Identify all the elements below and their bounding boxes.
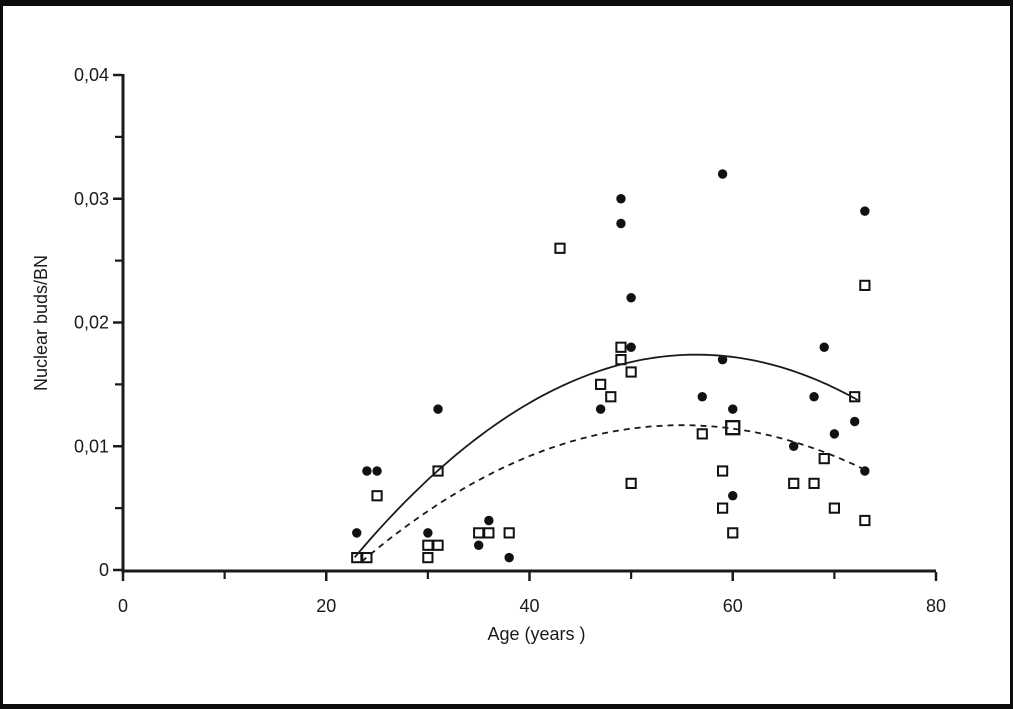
x-axis-tick-label: 20 (316, 596, 336, 616)
data-point-open-square (483, 527, 495, 539)
data-point-filled-circle (697, 392, 707, 402)
data-point-open-square (473, 527, 485, 539)
data-point-open-square (422, 552, 434, 564)
data-point-filled-circle (809, 392, 819, 402)
data-point-filled-circle (860, 206, 870, 216)
data-point-filled-circle (850, 416, 860, 427)
data-point-open-square (859, 279, 871, 291)
data-point-filled-circle (616, 218, 626, 229)
scatter-chart: 0 20 40 60 80 0 0,01 0,02 0,03 0,04 Age (years ) Nu… (31, 65, 946, 644)
x-axis-tick-label: 40 (519, 596, 539, 616)
y-axis-title: Nuclear buds/BN (31, 255, 51, 391)
data-point-filled-circle (595, 404, 606, 414)
data-point-open-square (615, 341, 627, 353)
data-point-open-square (818, 453, 830, 465)
data-point-open-square (828, 502, 840, 514)
data-point-filled-circle (728, 491, 738, 501)
data-point-open-square (554, 242, 566, 254)
data-point-open-square (625, 366, 637, 378)
y-axis-tick-label: 0,04 (74, 65, 109, 85)
data-point-filled-circle (504, 552, 514, 563)
data-point-open-square (432, 539, 444, 551)
y-axis-tick-label: 0,03 (74, 189, 109, 209)
x-axis-title: Age (years ) (487, 624, 585, 644)
y-axis-tick-label: 0 (99, 560, 109, 580)
y-axis-tick-label: 0,02 (74, 313, 109, 333)
data-point-filled-circle (362, 466, 372, 476)
data-point-open-square (625, 477, 637, 489)
y-axis-tick-label: 0,01 (74, 436, 109, 456)
data-point-open-square (361, 552, 373, 564)
data-point-open-square (808, 477, 820, 489)
x-axis-tick-label: 80 (926, 596, 946, 616)
data-point-filled-circle (484, 515, 494, 526)
data-point-filled-circle (433, 404, 443, 414)
data-point-filled-circle (372, 466, 382, 476)
data-point-open-square (371, 490, 383, 502)
data-point-open-square (503, 527, 515, 539)
data-point-filled-circle (728, 404, 738, 414)
x-axis-tick-label: 0 (118, 596, 128, 616)
data-point-filled-circle (829, 429, 840, 439)
data-point-open-square (788, 477, 800, 489)
data-point-open-square (595, 378, 607, 390)
data-point-open-square (727, 527, 739, 539)
data-point-filled-circle (819, 342, 829, 352)
data-point-open-square (859, 514, 871, 527)
data-point-open-square (716, 465, 729, 477)
data-point-filled-circle (423, 528, 433, 538)
data-point-filled-circle (626, 293, 636, 303)
dashed-trend-curve (361, 424, 866, 563)
data-point-open-square (696, 428, 708, 440)
x-axis-tick-label: 60 (723, 596, 743, 616)
data-point-open-square (422, 539, 434, 551)
data-point-open-square (605, 391, 617, 403)
data-point-filled-circle (717, 169, 728, 179)
data-point-open-square (716, 502, 729, 514)
data-point-filled-circle (352, 528, 362, 538)
data-point-filled-circle (626, 342, 636, 352)
data-point-filled-circle (473, 540, 484, 550)
data-point-filled-circle (789, 441, 799, 451)
data-point-filled-circle (616, 194, 626, 204)
solid-trend-curve (354, 353, 859, 558)
data-point-filled-circle (717, 354, 728, 365)
